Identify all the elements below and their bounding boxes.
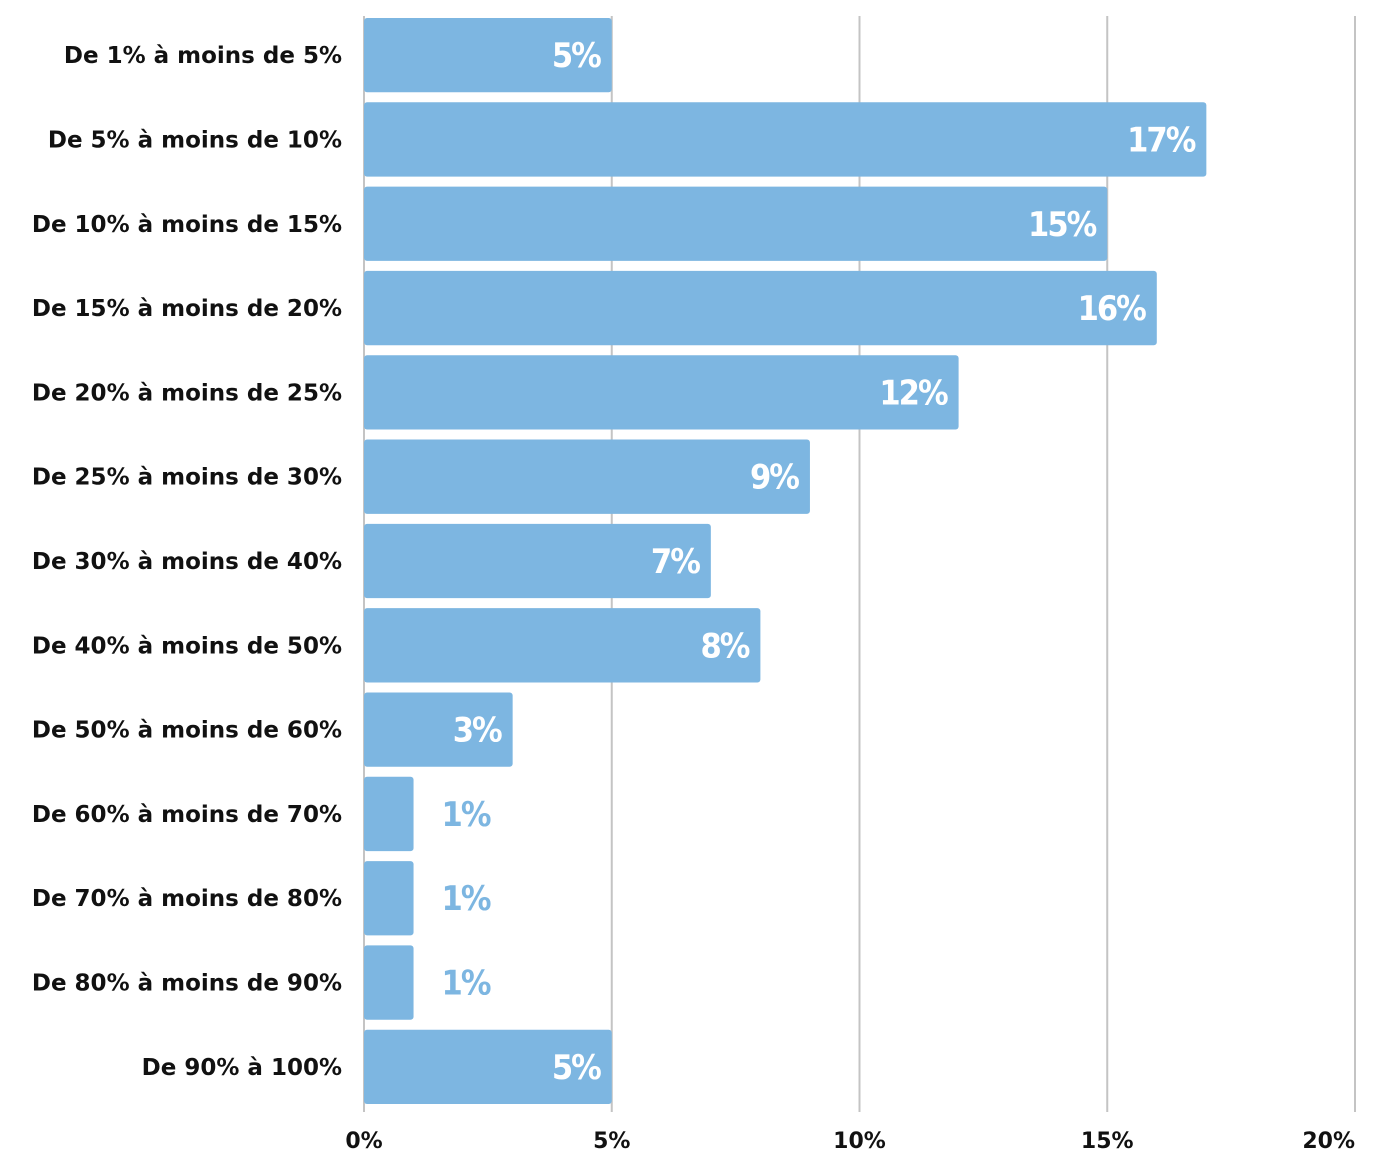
bar bbox=[364, 776, 414, 852]
category-label: De 60% à moins de 70% bbox=[32, 802, 342, 828]
category-label: De 70% à moins de 80% bbox=[32, 886, 342, 912]
bar bbox=[364, 523, 711, 599]
data-label: 12% bbox=[879, 373, 948, 413]
bar bbox=[364, 355, 959, 430]
bar bbox=[364, 102, 1207, 177]
bar bbox=[364, 439, 810, 514]
bar bbox=[364, 1029, 612, 1104]
x-tick-label: 10% bbox=[833, 1129, 886, 1151]
x-tick-label: 15% bbox=[1081, 1129, 1134, 1151]
category-label: De 25% à moins de 30% bbox=[32, 465, 342, 491]
x-tick-label: 0% bbox=[345, 1129, 382, 1151]
category-label: De 90% à 100% bbox=[142, 1055, 342, 1081]
value-labels: 5% 17% 15% 16% 12% 9% 7% 8% 3% 1% 1% 1% 5% bbox=[442, 36, 1198, 1088]
category-label: De 5% à moins de 10% bbox=[48, 127, 342, 153]
data-label: 8% bbox=[700, 626, 749, 666]
bar bbox=[364, 945, 414, 1020]
category-label: De 80% à moins de 90% bbox=[32, 971, 342, 997]
bars bbox=[364, 18, 1207, 1104]
category-label: De 30% à moins de 40% bbox=[32, 549, 342, 575]
data-label: 1% bbox=[442, 879, 491, 919]
data-label: 5% bbox=[552, 1048, 601, 1088]
bar bbox=[364, 692, 513, 767]
category-label: De 20% à moins de 25% bbox=[32, 380, 342, 406]
data-label: 1% bbox=[442, 964, 491, 1004]
bar bbox=[364, 18, 612, 93]
bar bbox=[364, 861, 414, 936]
category-labels: De 1% à moins de 5% De 5% à moins de 10% D… bbox=[32, 43, 342, 1081]
category-label: De 50% à moins de 60% bbox=[32, 718, 342, 744]
bar bbox=[364, 270, 1157, 346]
category-label: De 10% à moins de 15% bbox=[32, 212, 342, 238]
x-tick-label: 20% bbox=[1302, 1129, 1355, 1151]
x-axis-tick-labels: 0% 5% 10% 15% 20% bbox=[345, 1129, 1355, 1151]
bar bbox=[364, 608, 761, 683]
bar bbox=[364, 186, 1108, 261]
data-label: 16% bbox=[1078, 289, 1147, 329]
category-label: De 15% à moins de 20% bbox=[32, 296, 342, 322]
data-label: 1% bbox=[442, 795, 491, 835]
data-label: 5% bbox=[552, 36, 601, 76]
data-label: 15% bbox=[1028, 205, 1097, 245]
category-label: De 1% à moins de 5% bbox=[64, 43, 342, 69]
category-label: De 40% à moins de 50% bbox=[32, 633, 342, 659]
data-label: 3% bbox=[453, 711, 502, 751]
data-label: 17% bbox=[1127, 120, 1196, 160]
data-label: 9% bbox=[750, 458, 799, 498]
x-tick-label: 5% bbox=[593, 1129, 630, 1151]
data-label: 7% bbox=[651, 542, 700, 582]
